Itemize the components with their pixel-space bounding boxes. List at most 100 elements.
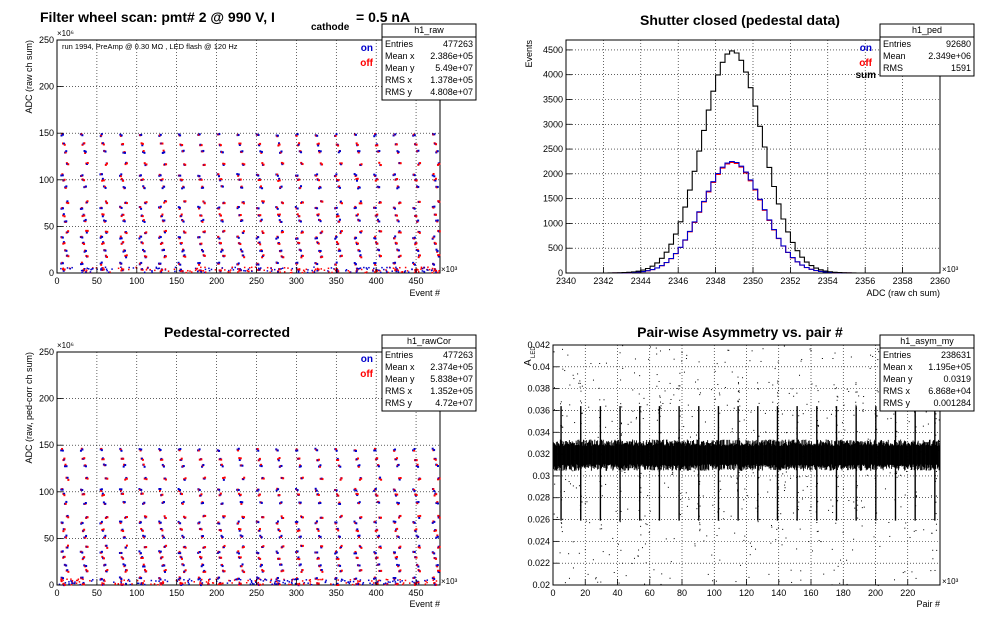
data-point — [861, 525, 863, 527]
data-point — [190, 271, 193, 273]
data-point — [722, 518, 724, 520]
data-point — [935, 529, 937, 531]
stats-value: 5.49e+07 — [435, 63, 473, 73]
data-point — [569, 384, 571, 386]
data-point — [219, 270, 222, 272]
data-point — [379, 546, 382, 549]
data-point — [248, 270, 250, 273]
data-point — [658, 412, 660, 414]
data-point — [140, 583, 142, 586]
data-point — [850, 356, 852, 358]
data-point — [335, 521, 338, 524]
data-point — [259, 565, 262, 568]
data-point — [660, 442, 662, 444]
data-point — [138, 521, 141, 524]
data-point — [664, 390, 666, 392]
data-point — [357, 582, 360, 585]
data-point — [561, 526, 563, 528]
data-point — [374, 487, 377, 490]
data-point — [412, 237, 415, 240]
data-point — [141, 268, 143, 271]
data-point — [305, 268, 308, 271]
data-point — [796, 499, 798, 501]
data-point — [262, 232, 265, 235]
data-point — [227, 271, 229, 273]
data-point — [426, 581, 428, 584]
data-point — [855, 382, 857, 384]
data-point — [66, 200, 69, 203]
data-point — [298, 268, 301, 270]
data-point — [163, 256, 166, 259]
data-point — [935, 495, 937, 497]
data-point — [572, 567, 574, 569]
data-point — [163, 151, 166, 154]
data-point — [353, 520, 356, 523]
data-point — [777, 361, 779, 363]
data-point — [262, 580, 265, 582]
data-point — [302, 582, 305, 585]
data-point — [179, 236, 182, 239]
data-point — [396, 178, 399, 181]
data-point — [638, 402, 640, 404]
data-point — [358, 478, 361, 481]
data-point — [404, 270, 407, 272]
data-point — [356, 150, 359, 153]
data-point — [124, 570, 127, 573]
data-point — [202, 463, 205, 466]
x-tick-label: 220 — [900, 588, 915, 598]
data-point — [182, 270, 184, 272]
data-point — [752, 472, 754, 474]
data-point — [581, 457, 583, 459]
data-point — [296, 261, 299, 264]
data-point — [714, 398, 716, 400]
data-point — [302, 269, 305, 272]
data-point — [250, 266, 253, 269]
data-point — [894, 499, 896, 501]
data-point — [345, 270, 347, 272]
data-point — [216, 551, 219, 554]
data-point — [320, 546, 323, 549]
data-point — [218, 133, 221, 136]
data-point — [251, 270, 253, 273]
data-point — [145, 546, 148, 549]
data-point — [65, 465, 68, 468]
data-point — [356, 270, 358, 272]
data-point — [301, 231, 304, 234]
data-point — [140, 457, 143, 460]
data-point — [559, 452, 561, 454]
data-point — [118, 520, 121, 523]
data-point — [259, 557, 262, 560]
data-point — [100, 261, 103, 264]
data-point — [282, 162, 285, 165]
data-point — [198, 521, 201, 524]
data-point — [80, 263, 83, 266]
data-point — [783, 490, 785, 492]
data-point — [199, 581, 201, 583]
data-point — [434, 177, 437, 180]
data-point — [176, 580, 179, 583]
data-point — [578, 485, 580, 487]
panel-raw-legend-off: off — [360, 58, 373, 69]
data-point — [620, 549, 622, 551]
data-point — [910, 449, 912, 451]
data-point — [417, 501, 420, 504]
data-point — [281, 202, 284, 205]
data-point — [241, 162, 244, 165]
data-point — [120, 173, 123, 176]
data-point — [718, 527, 720, 529]
data-point — [738, 409, 740, 411]
data-point — [257, 241, 260, 244]
data-point — [432, 579, 434, 581]
data-point — [320, 516, 323, 519]
data-point — [318, 219, 321, 222]
data-point — [211, 582, 214, 584]
data-point — [340, 580, 343, 582]
data-point — [310, 583, 313, 586]
data-point — [437, 571, 440, 574]
data-point — [656, 374, 658, 376]
data-point — [65, 150, 68, 153]
data-point — [861, 500, 863, 502]
data-point — [82, 241, 85, 244]
data-point — [362, 581, 365, 584]
data-point — [884, 488, 886, 490]
